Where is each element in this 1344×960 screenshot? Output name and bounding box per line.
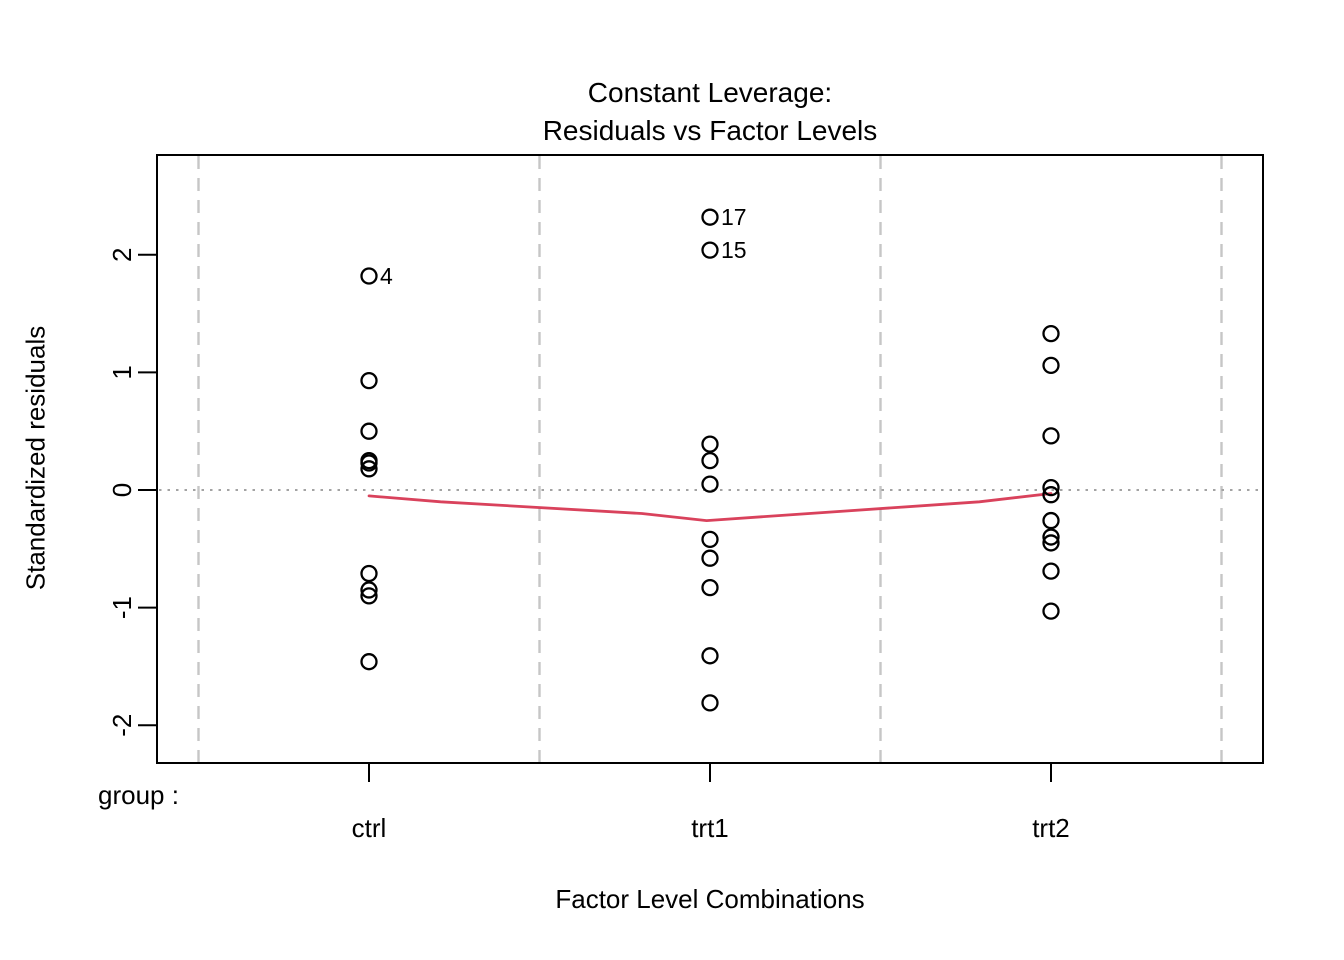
plot-title-line1: Constant Leverage: [587, 77, 833, 108]
x-axis-label: Factor Level Combinations [555, 884, 865, 914]
data-point-trt1 [701, 435, 719, 453]
data-point-trt1 [701, 530, 719, 549]
y-tick-label: -2 [107, 714, 137, 737]
data-point-ctrl [360, 371, 378, 390]
data-point-trt2 [1042, 528, 1060, 546]
plot-border [156, 154, 1264, 764]
smooth-line [367, 492, 1053, 523]
data-point-trt2 [1042, 486, 1060, 504]
data-point-trt2 [1042, 356, 1060, 374]
x-tick-label-trt2: trt2 [1032, 813, 1070, 843]
data-point-ctrl [360, 267, 378, 285]
point-label-17: 17 [721, 204, 747, 230]
point-label-15: 15 [721, 237, 747, 263]
data-point-ctrl [360, 587, 378, 605]
y-tick-label: -1 [107, 596, 137, 619]
x-tick-label-ctrl: ctrl [352, 813, 387, 843]
data-point-trt1 [701, 549, 719, 567]
x-tick-label-trt1: trt1 [691, 813, 729, 843]
data-point-trt2 [1042, 478, 1060, 497]
data-point-trt1 [701, 578, 719, 597]
factor-name-label: group : [98, 780, 179, 810]
data-point-trt2 [1042, 324, 1060, 343]
y-tick-label: 2 [107, 248, 137, 262]
data-point-trt2 [1042, 511, 1060, 530]
data-point-trt2 [1042, 427, 1060, 445]
data-point-trt1 [701, 241, 719, 259]
point-label-4: 4 [380, 263, 393, 289]
y-tick-label: 1 [107, 365, 137, 379]
data-point-trt1 [701, 694, 719, 712]
data-point-ctrl [360, 581, 378, 599]
data-point-ctrl [360, 653, 378, 671]
plot-title: Constant Leverage: Residuals vs Factor L… [157, 74, 1263, 150]
plot-title-line2: Residuals vs Factor Levels [542, 115, 878, 146]
data-point-trt1 [701, 647, 719, 665]
data-point-ctrl [360, 422, 378, 440]
data-point-trt2 [1042, 602, 1060, 620]
data-point-trt1 [701, 451, 719, 470]
y-tick-label: 0 [107, 483, 137, 497]
data-point-trt2 [1042, 562, 1060, 580]
data-point-trt1 [701, 475, 719, 493]
data-point-trt2 [1042, 534, 1060, 552]
data-point-ctrl [360, 460, 378, 478]
data-point-trt1 [701, 208, 719, 226]
data-point-ctrl [360, 564, 378, 583]
data-point-ctrl [360, 454, 378, 472]
y-axis-label: Standardized residuals [20, 325, 51, 591]
